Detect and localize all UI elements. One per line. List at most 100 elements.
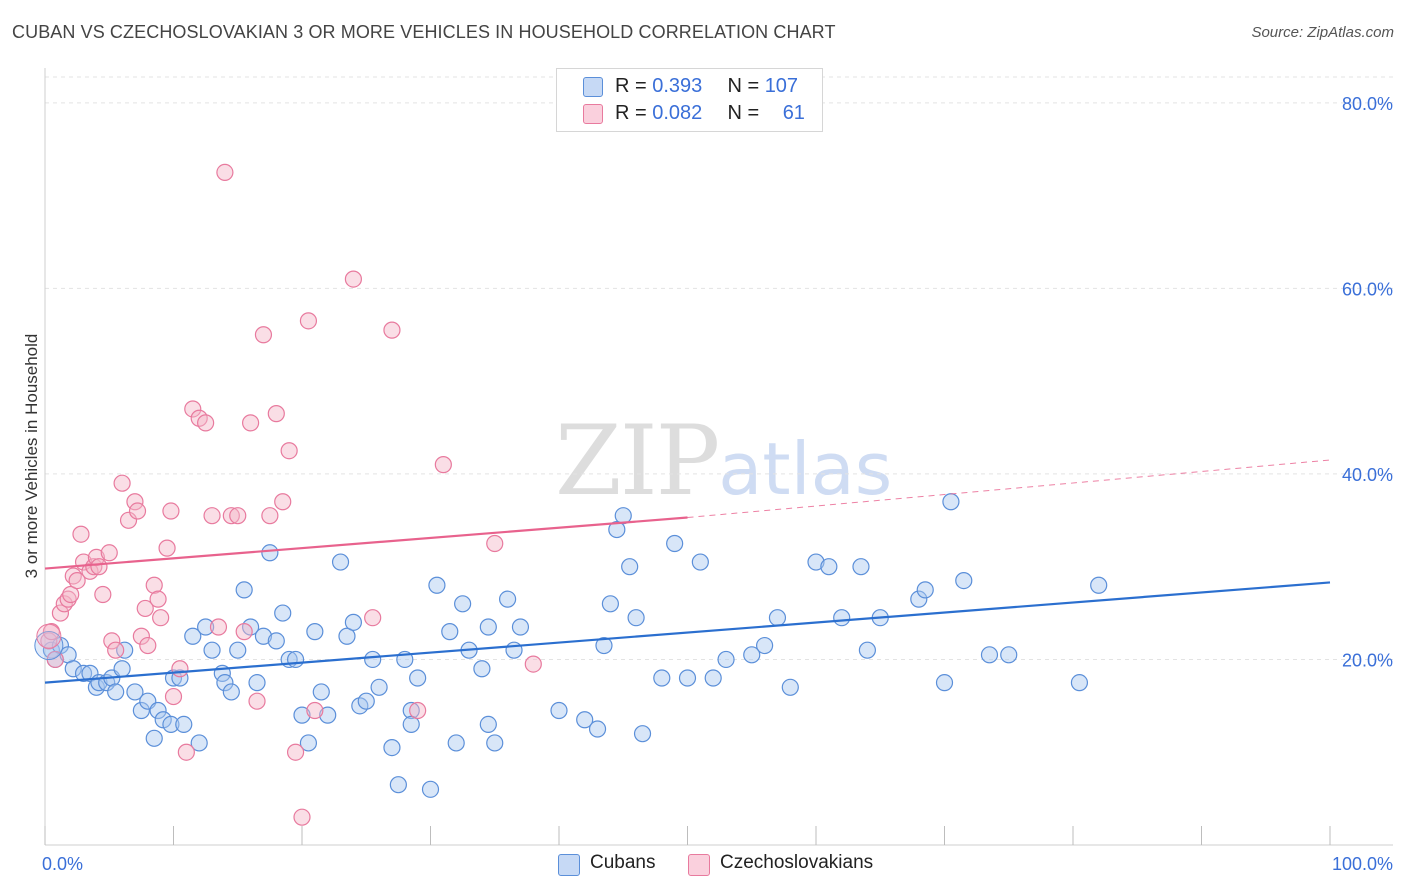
czechoslovakians-point [254, 326, 273, 344]
czechoslovakians-point [248, 692, 266, 710]
cubans-point [254, 627, 273, 645]
x-tick-label: 100.0% [1332, 854, 1393, 874]
cubans-point [942, 493, 960, 511]
czechoslovakians-point [136, 599, 154, 618]
watermark-atlas: atlas [718, 427, 893, 511]
r-value: 0.082 [652, 102, 703, 124]
cubans-point [653, 669, 671, 687]
czechoslovakians-point [59, 590, 77, 608]
cubans-point [717, 650, 735, 669]
cubans-point [293, 706, 311, 724]
cubans-point [595, 636, 613, 655]
cubans-point [678, 669, 697, 687]
cubans-point [149, 701, 167, 720]
czechoslovakians-trend-line [44, 516, 688, 570]
cubans-point [833, 609, 851, 627]
cubans-point [162, 715, 180, 733]
cubans-point [621, 558, 639, 576]
czechoslovakians-point [68, 572, 86, 590]
cubans-point [216, 674, 234, 692]
cubans-point [286, 650, 305, 669]
n-label: N = [727, 102, 765, 124]
czechoslovakians-point [203, 507, 221, 525]
cubans-point [588, 720, 607, 738]
czechoslovakians-point [51, 604, 70, 622]
czechoslovakians-point [242, 414, 260, 432]
watermark-zip: ZIP [555, 405, 720, 517]
czechoslovakians-swatch [583, 104, 603, 124]
czechoslovakians-point [197, 414, 215, 432]
czechoslovakians-point [145, 576, 163, 594]
czechoslovakians-point [286, 743, 305, 761]
czechoslovakians-point [113, 474, 131, 492]
cubans-point [479, 618, 497, 636]
czechoslovakians-point [486, 534, 504, 553]
cubans-point [64, 660, 82, 678]
source-label: Source: ZipAtlas.com [1251, 24, 1394, 41]
x-tick-label: 0.0% [42, 854, 83, 874]
cubans-point [550, 701, 568, 720]
czechoslovakians-point [119, 511, 138, 529]
cubans-point [389, 776, 407, 794]
cubans-point [132, 701, 150, 720]
cubans-point [267, 632, 285, 650]
cubans-point [755, 636, 774, 655]
cubans-point [274, 604, 292, 622]
czechoslovakians-point [229, 507, 247, 525]
cubans-point [197, 618, 215, 636]
czechoslovakians-point [306, 701, 324, 720]
czechoslovakians-legend-swatch [688, 854, 710, 876]
cubans-point [357, 692, 375, 710]
czechoslovakians-point [152, 609, 170, 627]
cubans-point [299, 734, 318, 752]
cubans-point [1000, 646, 1018, 664]
cubans-point [171, 669, 189, 687]
cubans-point [768, 609, 787, 627]
cubans-point [916, 581, 934, 599]
cubans-point [511, 618, 530, 636]
n-value: 107 [764, 75, 799, 97]
czechoslovakians-point [132, 627, 150, 645]
czechoslovakians-point [235, 623, 253, 641]
cubans-point [344, 613, 362, 631]
czechoslovakians-point [280, 442, 298, 460]
cubans-point [627, 609, 645, 627]
czechoslovakians-point [434, 456, 452, 474]
cubans-point [1070, 674, 1089, 692]
cubans-point [454, 595, 472, 613]
czechoslovakians-trend-extension [687, 459, 1331, 519]
cubans-point [576, 711, 594, 729]
cubans-point [441, 623, 459, 641]
czechoslovakians-point [344, 270, 362, 288]
cubans-point [743, 646, 761, 664]
czechoslovakians-point [164, 687, 183, 706]
cubans-point [126, 683, 144, 701]
cubans-point [608, 520, 626, 539]
n-value: 61 [782, 102, 805, 124]
czechoslovakians-point [364, 609, 382, 627]
cubans-point [34, 631, 64, 661]
watermark: ZIPatlas [555, 405, 892, 517]
cubans-point [428, 576, 446, 594]
cubans-point [955, 572, 973, 590]
r-value: 0.393 [652, 75, 703, 97]
czechoslovakians-point [261, 507, 279, 525]
cubans-point [852, 558, 870, 576]
cubans-point [409, 669, 427, 687]
cubans-point [261, 544, 279, 562]
czechoslovakians-point [128, 502, 147, 520]
czechoslovakians-point [222, 507, 240, 525]
cubans-legend-swatch [558, 854, 580, 876]
cubans-point [175, 715, 193, 733]
czechoslovakians-point [107, 641, 125, 659]
r-label: R = [615, 102, 653, 124]
cubans-point [781, 678, 799, 696]
cubans-point [486, 734, 504, 752]
cubans-point [402, 701, 420, 720]
czechoslovakians-point [409, 701, 427, 720]
czechoslovakians-point [299, 312, 318, 330]
cubans-legend-label: Cubans [590, 852, 656, 873]
cubans-point [235, 581, 253, 599]
stats-legend: R = 0.393 N = 107 R = 0.082 N = 61 [556, 68, 823, 132]
